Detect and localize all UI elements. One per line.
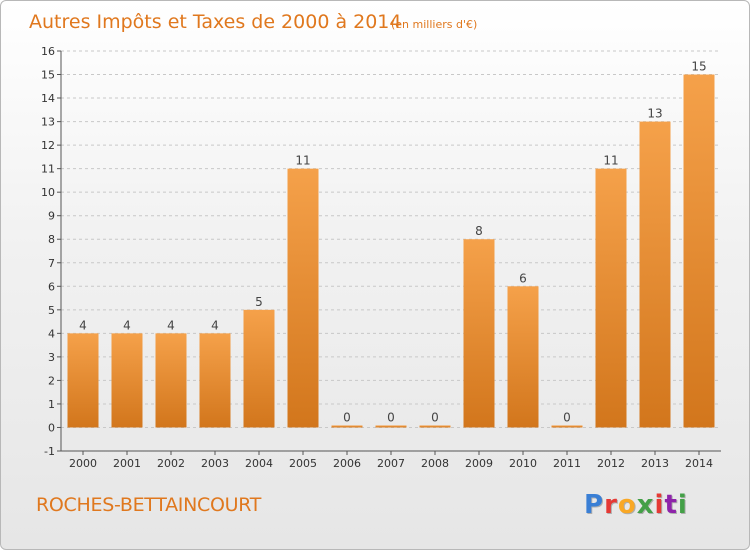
bar-2004 — [243, 309, 275, 428]
x-tick-label: 2011 — [553, 457, 581, 470]
bar-2002 — [155, 333, 187, 428]
proxiti-logo[interactable]: Proxiti — [584, 490, 688, 520]
data-label: 11 — [295, 154, 310, 168]
y-tick-label: 10 — [41, 186, 55, 199]
bar-2003 — [199, 333, 231, 428]
y-tick-label: -1 — [44, 445, 55, 458]
logo-letter: i — [677, 490, 688, 520]
y-tick-label: 14 — [41, 92, 55, 105]
data-label: 4 — [123, 318, 131, 332]
x-tick-label: 2005 — [289, 457, 317, 470]
bar-2012 — [595, 168, 627, 428]
x-tick-label: 2012 — [597, 457, 625, 470]
bar-2001 — [111, 333, 143, 428]
bar-2010 — [507, 286, 539, 428]
bar-2005 — [287, 168, 319, 428]
data-label: 13 — [647, 107, 662, 121]
x-tick-label: 2013 — [641, 457, 669, 470]
bar-2011 — [551, 425, 583, 428]
x-tick-label: 2003 — [201, 457, 229, 470]
logo-letter: x — [636, 490, 655, 520]
y-tick-label: 8 — [48, 233, 55, 246]
data-label: 0 — [431, 410, 439, 424]
data-label: 8 — [475, 224, 483, 238]
y-tick-label: 1 — [48, 398, 55, 411]
y-tick-label: 6 — [48, 280, 55, 293]
data-label: 15 — [691, 60, 706, 74]
bar-2007 — [375, 425, 407, 428]
x-tick-label: 2009 — [465, 457, 493, 470]
x-tick-label: 2007 — [377, 457, 405, 470]
y-tick-label: 3 — [48, 351, 55, 364]
logo-letter: o — [617, 490, 637, 520]
bar-2000 — [67, 333, 99, 428]
x-tick-label: 2001 — [113, 457, 141, 470]
logo-letter: P — [584, 490, 605, 520]
y-tick-label: 5 — [48, 304, 55, 317]
data-labels: 4 4 4 4 5 11 0 0 0 8 6 0 11 13 15 — [79, 60, 706, 425]
data-label: 4 — [79, 318, 87, 332]
y-tick-label: 11 — [41, 163, 55, 176]
y-tick-label: 16 — [41, 45, 55, 58]
bar-2014 — [683, 74, 715, 428]
y-tick-label: 4 — [48, 327, 55, 340]
x-tick-label: 2008 — [421, 457, 449, 470]
y-tick-label: 0 — [48, 421, 55, 434]
data-label: 4 — [167, 318, 175, 332]
x-tick-label: 2004 — [245, 457, 273, 470]
chart-title: Autres Impôts et Taxes de 2000 à 2014 — [29, 11, 402, 33]
logo-letter: t — [664, 490, 678, 520]
data-label: 11 — [603, 154, 618, 168]
bar-2013 — [639, 121, 671, 428]
logo-letter: r — [604, 490, 618, 520]
bar-2006 — [331, 425, 363, 428]
data-label: 0 — [343, 410, 351, 424]
x-tick-label: 2002 — [157, 457, 185, 470]
y-tick-label: 9 — [48, 210, 55, 223]
commune-name: ROCHES-BETTAINCOURT — [36, 494, 262, 516]
y-tick-label: 2 — [48, 374, 55, 387]
x-tick-label: 2014 — [685, 457, 713, 470]
y-tick-label: 13 — [41, 116, 55, 129]
bar-2009 — [463, 239, 495, 428]
data-label: 6 — [519, 271, 527, 285]
bar-2008 — [419, 425, 451, 428]
data-label: 4 — [211, 318, 219, 332]
x-tick-label: 2006 — [333, 457, 361, 470]
logo-letter: i — [654, 490, 665, 520]
data-label: 0 — [563, 410, 571, 424]
y-tick-label: 7 — [48, 257, 55, 270]
y-tick-label: 12 — [41, 139, 55, 152]
bars — [67, 74, 715, 428]
x-tick-label: 2000 — [69, 457, 97, 470]
y-tick-label: 15 — [41, 69, 55, 82]
x-tick-label: 2010 — [509, 457, 537, 470]
chart-unit: (en milliers d'€) — [391, 18, 477, 31]
data-label: 0 — [387, 410, 395, 424]
data-label: 5 — [255, 295, 263, 309]
